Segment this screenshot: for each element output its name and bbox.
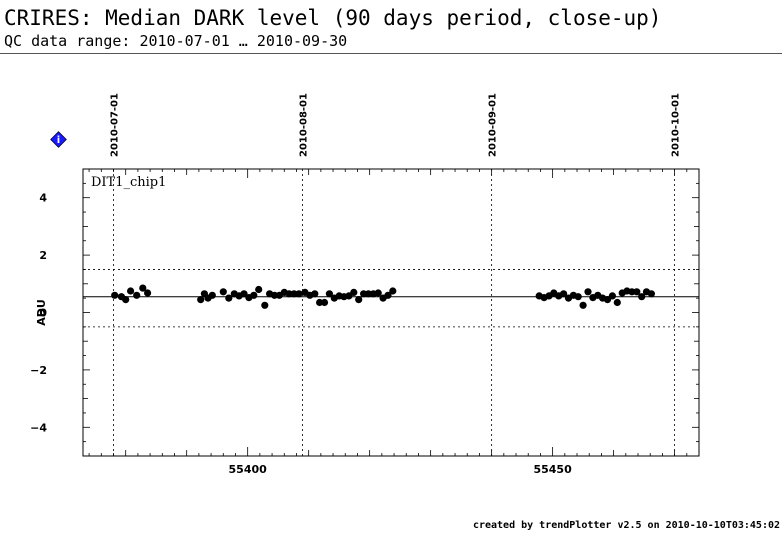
data-point-44	[384, 291, 392, 299]
y-tick-label-2: 0	[39, 307, 47, 320]
data-point-2	[122, 296, 130, 304]
data-point-69	[647, 290, 656, 298]
info-icon[interactable]: i	[50, 131, 67, 148]
plot-frame	[82, 168, 700, 457]
data-point-19	[261, 301, 269, 309]
data-point-0	[111, 291, 119, 299]
x-tick-label-0: 55400	[229, 463, 268, 476]
data-point-31	[320, 298, 329, 307]
data-point-56	[584, 288, 592, 296]
date-label-0: 2010-07-01	[109, 93, 120, 157]
data-point-3	[127, 287, 135, 295]
data-point-37	[350, 288, 358, 296]
y-tick-label-3: 2	[39, 249, 47, 262]
header-divider	[0, 53, 782, 54]
data-point-66	[633, 288, 641, 296]
data-point-10	[208, 291, 216, 299]
data-point-54	[574, 293, 582, 301]
y-tick-label-0: −4	[30, 421, 47, 434]
data-point-5	[139, 284, 147, 292]
footer-credit: created by trendPlotter v2.5 on 2010-10-…	[472, 520, 780, 531]
date-marker-lines	[113, 169, 676, 456]
data-point-51	[560, 290, 568, 298]
data-point-15	[240, 290, 248, 298]
data-point-12	[225, 294, 233, 302]
data-point-4	[133, 291, 141, 299]
data-points	[111, 284, 656, 309]
data-point-18	[255, 285, 263, 294]
data-point-29	[311, 290, 319, 298]
date-label-2: 2010-09-01	[488, 93, 499, 157]
info-icon-glyph: i	[57, 135, 60, 146]
y-axis-label: ADU	[35, 299, 48, 326]
data-point-62	[613, 298, 621, 307]
y-tick-label-1: −2	[30, 364, 47, 377]
data-point-38	[355, 296, 363, 304]
data-point-61	[608, 292, 617, 300]
page-title: CRIRES: Median DARK level (90 days perio…	[4, 6, 662, 30]
data-point-17	[250, 291, 258, 299]
data-point-32	[325, 290, 333, 298]
date-marker-labels: 2010-07-01 2010-08-01 2010-09-01 2010-10-01	[109, 93, 681, 157]
data-point-11	[219, 288, 227, 296]
axis-tick-labels: −4 −2 0 2 4 55400 55450	[30, 192, 572, 476]
x-tick-label-1: 55450	[533, 463, 572, 476]
panel-label: DIT1_chip1	[91, 175, 166, 190]
date-label-1: 2010-08-01	[299, 93, 310, 157]
y-tick-label-4: 4	[39, 192, 47, 205]
data-point-42	[374, 289, 382, 297]
axis-ticks	[83, 168, 700, 457]
page-subtitle: QC data range: 2010-07-01 … 2010-09-30	[4, 32, 348, 50]
date-label-3: 2010-10-01	[671, 93, 682, 157]
data-point-45	[389, 287, 397, 295]
data-point-67	[638, 293, 646, 301]
data-point-60	[603, 296, 612, 304]
data-point-55	[579, 301, 587, 309]
data-point-6	[144, 289, 152, 297]
data-point-7	[197, 296, 205, 304]
data-point-26	[295, 290, 303, 298]
